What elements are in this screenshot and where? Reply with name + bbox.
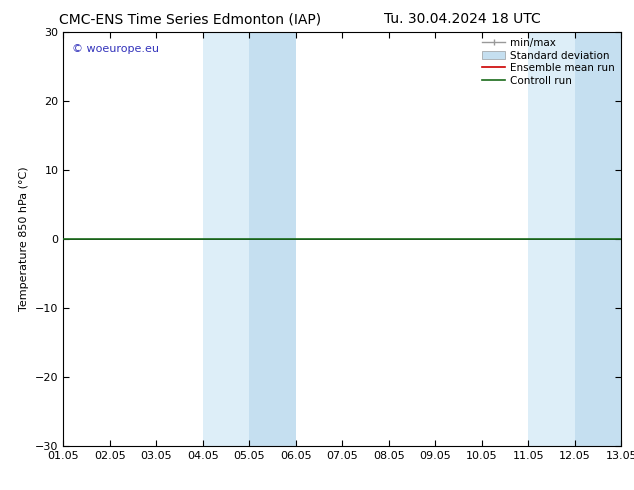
Bar xyxy=(249,32,296,446)
Bar xyxy=(528,32,621,446)
Bar xyxy=(575,32,621,446)
Text: CMC-ENS Time Series Edmonton (IAP): CMC-ENS Time Series Edmonton (IAP) xyxy=(59,12,321,26)
Y-axis label: Temperature 850 hPa (°C): Temperature 850 hPa (°C) xyxy=(20,167,30,311)
Legend: min/max, Standard deviation, Ensemble mean run, Controll run: min/max, Standard deviation, Ensemble me… xyxy=(478,34,619,90)
Text: Tu. 30.04.2024 18 UTC: Tu. 30.04.2024 18 UTC xyxy=(384,12,541,26)
Text: © woeurope.eu: © woeurope.eu xyxy=(72,44,158,54)
Bar xyxy=(203,32,296,446)
